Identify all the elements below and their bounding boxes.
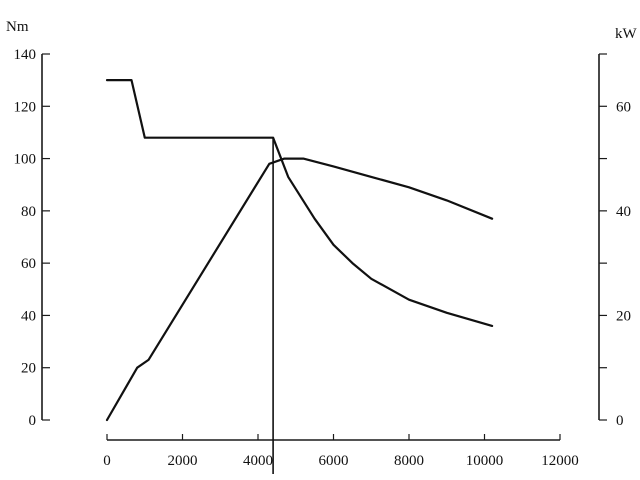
left-tick-label: 0	[29, 413, 37, 429]
right-tick-label: 60	[616, 99, 631, 115]
left-axis-ticks: 0 20 40 60 80 100 120 140	[14, 47, 50, 429]
x-tick-label: 4000	[243, 453, 273, 469]
power-line	[105, 157, 494, 422]
x-tick-label: 0	[103, 453, 111, 469]
left-tick-label: 100	[14, 152, 37, 168]
series-layer	[105, 78, 494, 422]
left-tick-label: 120	[14, 99, 37, 115]
torque-line	[105, 78, 494, 327]
left-tick-label: 20	[21, 361, 36, 377]
x-tick-label: 12000	[541, 453, 579, 469]
x-tick-label: 8000	[394, 453, 424, 469]
left-tick-label: 80	[21, 204, 36, 220]
left-tick-label: 40	[21, 308, 36, 324]
right-axis-ticks: 0 20 40 60	[599, 53, 631, 429]
left-axis-unit: Nm	[6, 19, 29, 35]
left-tick-label: 140	[14, 47, 37, 63]
x-tick-label: 2000	[168, 453, 198, 469]
left-tick-label: 60	[21, 256, 36, 272]
right-tick-label: 40	[616, 204, 631, 220]
right-axis-unit: kW	[615, 26, 638, 42]
right-tick-label: 20	[616, 308, 631, 324]
right-tick-label: 0	[616, 413, 624, 429]
x-tick-label: 6000	[319, 453, 349, 469]
x-tick-label: 10000	[466, 453, 504, 469]
x-axis-ticks: 0 2000 4000 6000 8000 10000 12000	[103, 434, 579, 469]
